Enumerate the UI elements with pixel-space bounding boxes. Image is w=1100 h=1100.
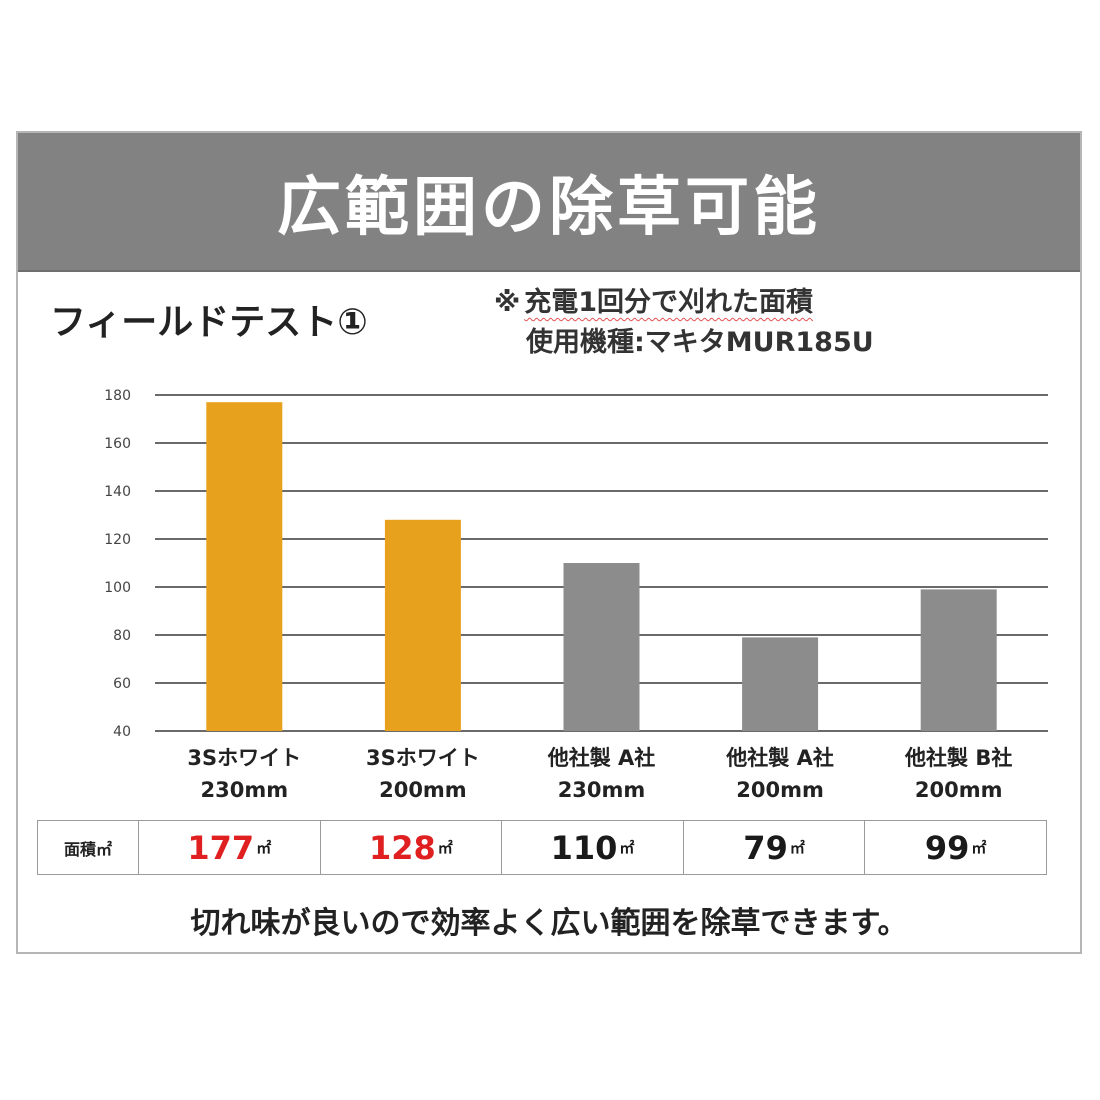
note-line1: 充電1回分で刈れた面積: [524, 287, 814, 318]
area-unit: ㎡: [437, 839, 453, 857]
area-table-header: 面積㎡: [38, 821, 139, 874]
bar: [742, 637, 819, 731]
y-tick-label: 180: [104, 388, 131, 404]
x-category-label: 230mm: [200, 778, 288, 802]
area-cell: 128 ㎡: [321, 821, 503, 874]
title-banner: 広範囲の除草可能: [18, 133, 1080, 272]
area-cell: 110 ㎡: [502, 821, 684, 874]
x-category-label: 200mm: [736, 778, 824, 802]
y-tick-label: 120: [104, 532, 131, 548]
note-line2: 使用機種:マキタMUR185U: [526, 327, 874, 358]
x-category-label: 200mm: [379, 778, 467, 802]
y-tick-label: 80: [113, 628, 131, 644]
area-cell: 177 ㎡: [139, 821, 321, 874]
x-category-label: 3Sホワイト: [366, 746, 480, 770]
area-value: 177: [187, 828, 255, 867]
x-category-label: 他社製 B社: [904, 746, 1012, 770]
bar: [206, 402, 283, 731]
bar: [563, 563, 640, 731]
area-value: 110: [550, 828, 618, 867]
note-mark: ※: [494, 287, 521, 318]
area-unit: ㎡: [971, 839, 987, 857]
test-note: ※ 充電1回分で刈れた面積 使用機種:マキタMUR185U: [494, 283, 874, 363]
area-value: 128: [368, 828, 436, 867]
area-table: 面積㎡ 177 ㎡ 128 ㎡ 110 ㎡ 79 ㎡ 99 ㎡: [37, 820, 1047, 875]
y-tick-label: 40: [113, 724, 131, 740]
bar-chart: 40 60 80 100 120 140 160 180 3Sホワイト 230mm 3Sホワイト 20…: [104, 388, 1048, 802]
banner-title: 広範囲の除草可能: [277, 170, 821, 245]
y-tick-label: 100: [104, 580, 131, 596]
chart-card: 広範囲の除草可能 フィールドテスト① ※ 充電1回分で刈れた面積 使用機種:マキタ…: [16, 131, 1082, 954]
area-unit: ㎡: [256, 839, 272, 857]
area-value: 99: [924, 828, 970, 867]
area-value: 79: [743, 828, 788, 867]
area-cell: 99 ㎡: [865, 821, 1046, 874]
y-tick-label: 160: [104, 436, 131, 452]
footer-caption: 切れ味が良いので効率よく広い範囲を除草できます。: [190, 906, 908, 941]
bar: [920, 589, 997, 731]
x-category-label: 230mm: [558, 778, 646, 802]
y-tick-label: 60: [113, 676, 131, 692]
area-unit: ㎡: [789, 839, 805, 857]
x-category-label: 3Sホワイト: [187, 746, 301, 770]
x-category-label: 他社製 A社: [547, 746, 656, 770]
x-category-label: 200mm: [915, 778, 1003, 802]
bar: [384, 519, 461, 731]
area-unit: ㎡: [619, 839, 635, 857]
y-tick-label: 140: [104, 484, 131, 500]
area-cell: 79 ㎡: [684, 821, 866, 874]
field-test-title: フィールドテスト①: [50, 302, 368, 343]
x-category-label: 他社製 A社: [725, 746, 834, 770]
